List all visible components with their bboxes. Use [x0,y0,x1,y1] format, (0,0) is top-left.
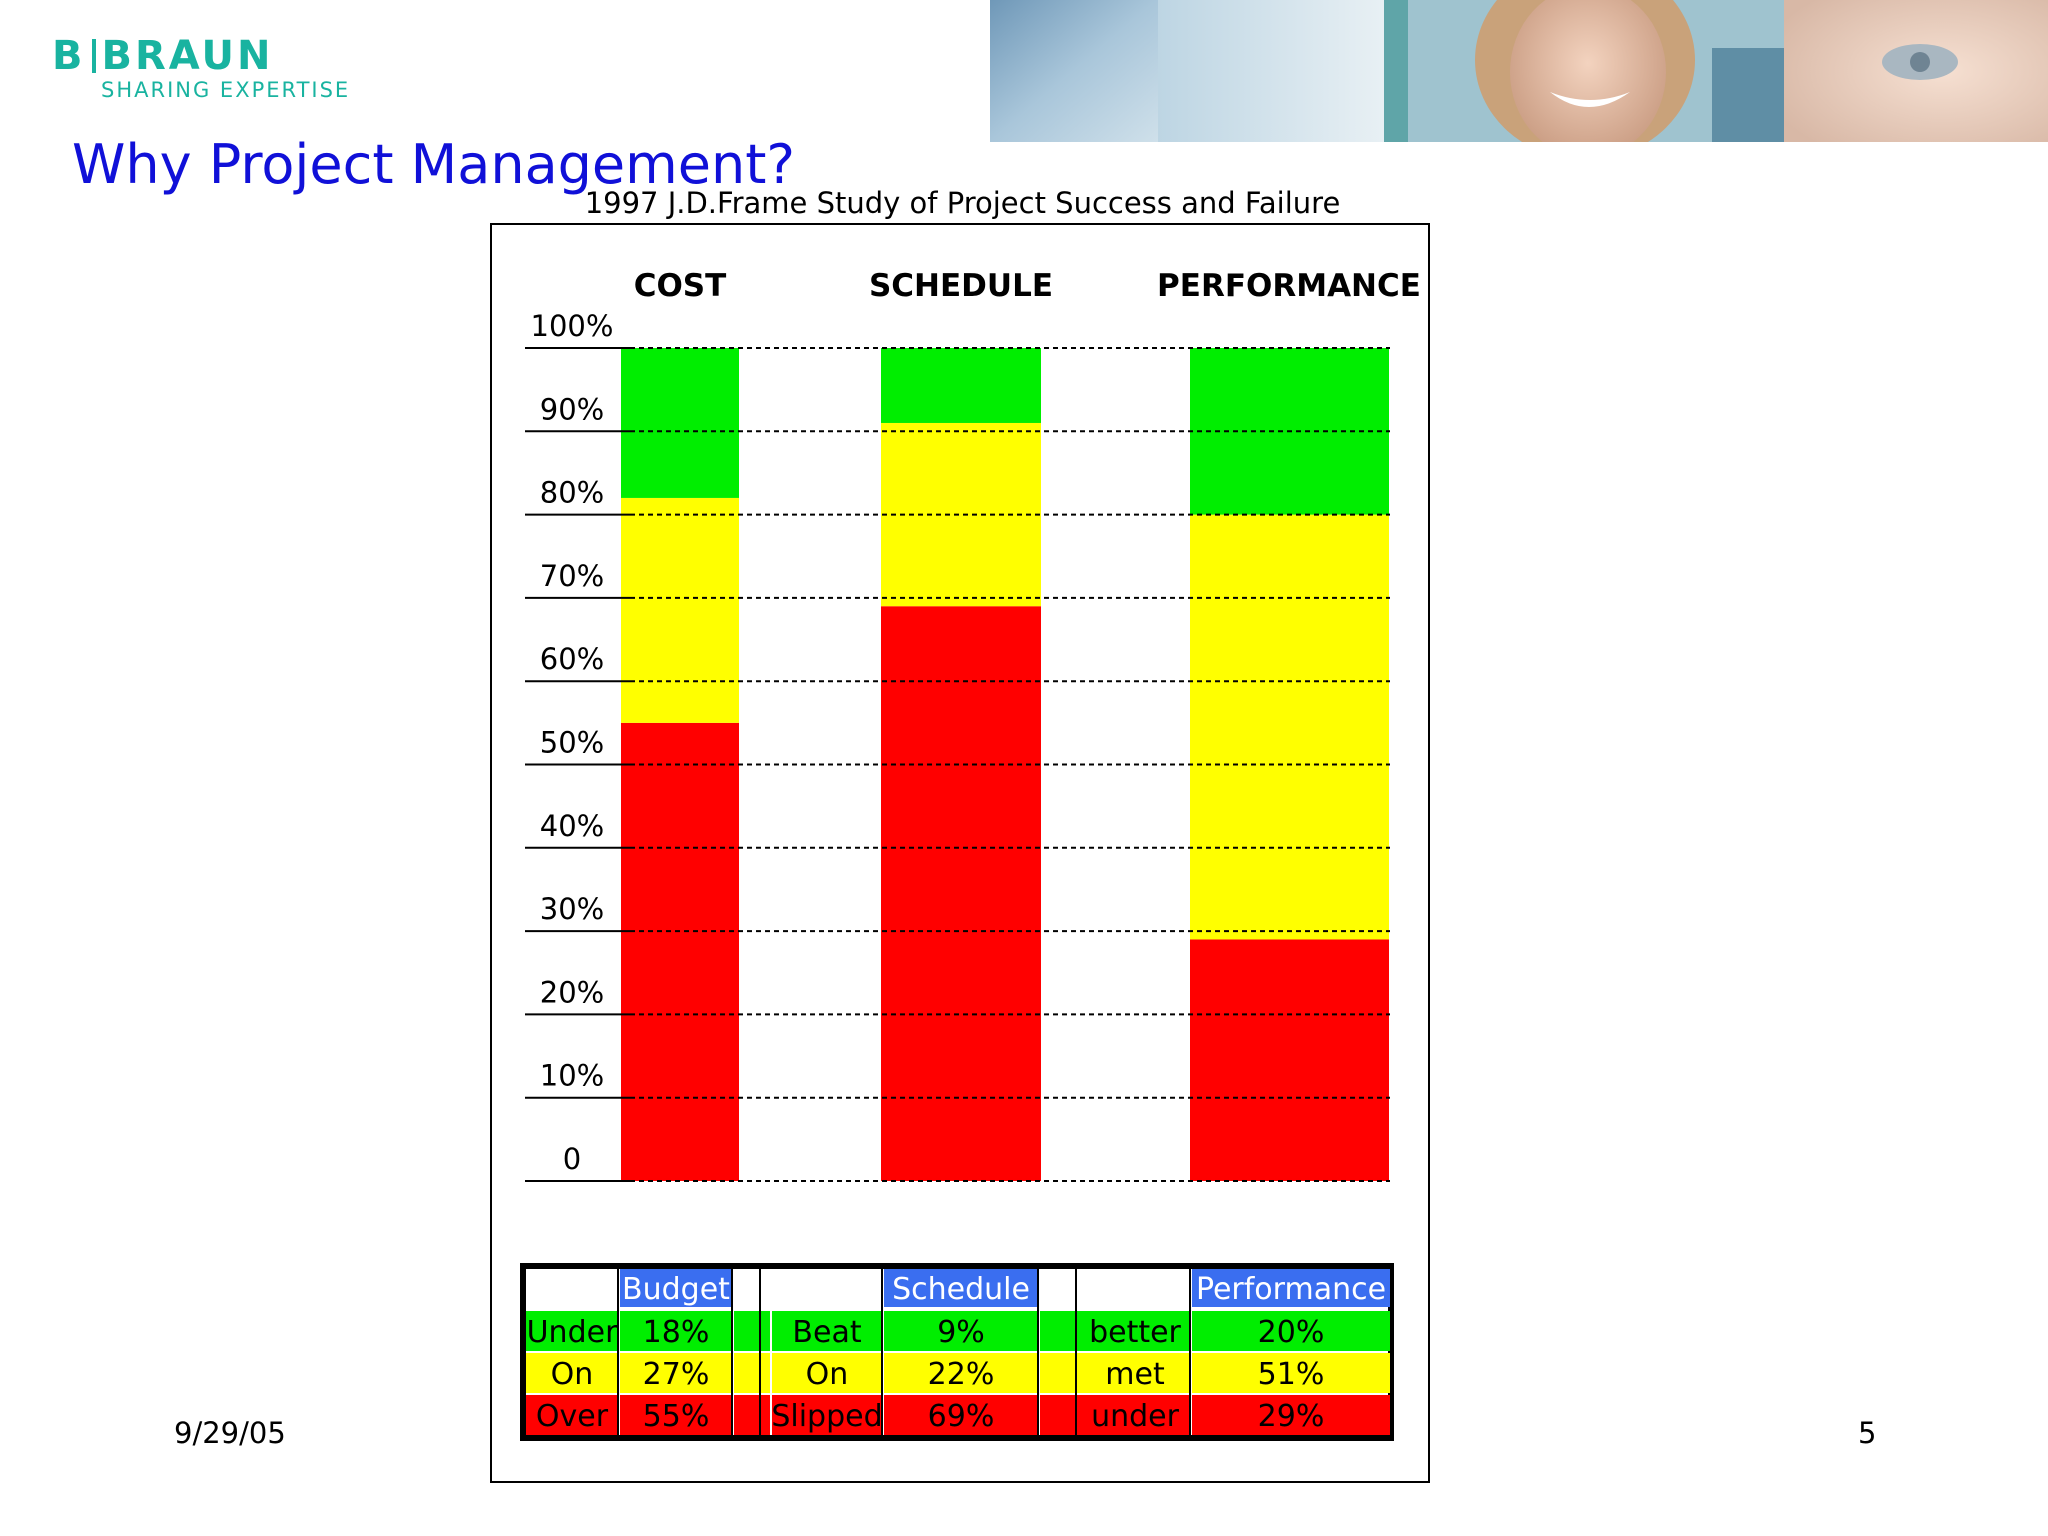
table-row-value-cell [1192,1395,1390,1435]
table-row-value-cell [1192,1311,1390,1351]
table-header-budget: Budget [622,1272,730,1307]
table-row-value: 29% [1258,1399,1325,1434]
table-spacer-cell [734,1353,770,1393]
table-row-value: 51% [1258,1357,1325,1392]
category-label-cost: COST [634,268,727,304]
table-row-value-cell [1192,1353,1390,1393]
slide-page-number: 5 [1858,1416,1877,1450]
table-row-label: met [1105,1357,1165,1392]
table-spacer-cell [734,1395,770,1435]
table-row-value-cell [620,1395,732,1435]
table-row-label: under [1091,1399,1180,1434]
category-label-schedule: SCHEDULE [869,268,1053,304]
table-row-value: 9% [937,1315,985,1350]
y-tick-label: 90% [540,392,604,426]
table-spacer-cell [734,1311,770,1351]
table-header-cell [884,1269,1038,1307]
bar-schedule-segment-1 [881,422,1041,607]
table-row-label: Over [536,1399,609,1434]
chart-title: 1997 J.D.Frame Study of Project Success … [584,186,1341,220]
table-row-label: better [1089,1315,1181,1350]
bar-schedule-segment-2 [881,348,1041,423]
y-tick-label: 60% [540,642,604,676]
y-tick-label: 50% [540,726,604,760]
y-tick-label: 70% [540,559,604,593]
table-row-value-cell [884,1395,1038,1435]
logo-braun: BRAUN [101,33,274,79]
bar-cost-segment-0 [621,722,739,1181]
y-tick-label: 100% [531,309,614,343]
category-label-performance: PERFORMANCE [1157,268,1421,304]
bar-schedule-segment-0 [881,606,1041,1181]
page-title: Why Project Management? [72,133,796,196]
table-row-label-cell [772,1311,882,1351]
logo-tagline: SHARING EXPERTISE [101,78,351,102]
banner-image [990,0,2048,142]
braun-logo: B BRAUN SHARING EXPERTISE [52,34,350,102]
table-header-performance: Performance [1196,1272,1386,1307]
bar-performance-segment-0 [1190,939,1389,1181]
table-row-value: 20% [1258,1315,1325,1350]
table-row-label: Under [527,1315,618,1350]
table-row-label: Beat [792,1315,861,1350]
table-row-value: 22% [928,1357,995,1392]
table-row-value-cell [620,1353,732,1393]
slide-date: 9/29/05 [174,1416,286,1450]
table-row-label-cell [1080,1311,1190,1351]
y-tick-label: 30% [540,892,604,926]
table-row-label: On [806,1357,849,1392]
logo-divider [91,39,96,73]
table-row-value: 69% [928,1399,995,1434]
header-photo-banner [990,0,2048,142]
table-row-label-cell [1080,1395,1190,1435]
table-row-value-cell [620,1311,732,1351]
logo-b: B [52,33,86,79]
y-tick-label: 80% [540,476,604,510]
table-spacer-cell [1040,1395,1084,1435]
table-row-label-cell [526,1353,618,1393]
y-tick-label: 0 [563,1142,581,1176]
y-tick-label: 40% [540,809,604,843]
table-spacer-cell [1040,1353,1084,1393]
table-row-label-cell [526,1311,618,1351]
table-row-label-cell [772,1353,882,1393]
table-row-value-cell [884,1353,1038,1393]
bar-cost-segment-1 [621,497,739,723]
stacked-bar-chart: COST SCHEDULE PERFORMANCE 100% 90% 80% 70% 60% 5… [520,268,1421,1441]
y-tick-label: 20% [540,975,604,1009]
table-row-value: 27% [643,1357,710,1392]
bar-cost-segment-2 [621,348,739,498]
table-row-value: 55% [643,1399,710,1434]
table-row-value: 18% [643,1315,710,1350]
table-row-label-cell [1080,1353,1190,1393]
y-tick-label: 10% [540,1059,604,1093]
table-row-value-cell [884,1311,1038,1351]
table-header-schedule: Schedule [892,1272,1030,1307]
table-row-label-cell [772,1395,882,1435]
table-header-cell [620,1269,732,1307]
logo-wordmark: B BRAUN [52,34,350,78]
table-row-label: Slipped [771,1399,882,1434]
table-spacer-cell [1040,1311,1084,1351]
table-row-label: On [551,1357,594,1392]
bar-performance-segment-1 [1190,514,1389,940]
table-header-cell [1192,1269,1390,1307]
table-row-label-cell [526,1395,618,1435]
